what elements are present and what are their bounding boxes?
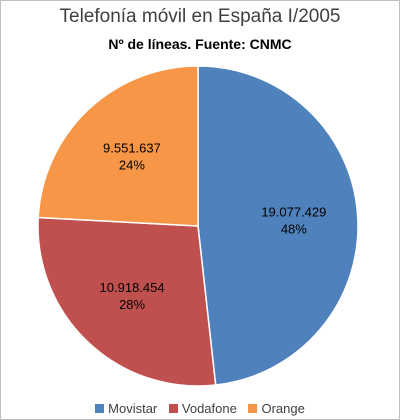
legend-label-vodafone: Vodafone [181, 401, 237, 416]
data-label-percent-vodafone: 28% [119, 297, 145, 312]
data-label-value-vodafone: 10.918.454 [100, 280, 165, 295]
legend-item-orange: Orange [248, 401, 305, 416]
data-label-value-movistar: 19.077.429 [261, 205, 326, 220]
legend: Movistar Vodafone Orange [1, 401, 399, 416]
legend-item-movistar: Movistar [95, 401, 157, 416]
chart-subtitle: Nº de líneas. Fuente: CNMC [108, 36, 292, 52]
legend-label-movistar: Movistar [108, 401, 158, 416]
pie-slice-orange [37, 65, 199, 227]
pie-slice-movistar [197, 65, 359, 386]
data-label-value-orange: 9.551.637 [103, 140, 161, 155]
legend-swatch-vodafone [168, 404, 178, 413]
legend-swatch-movistar [95, 404, 105, 413]
pie-slice-vodafone [37, 216, 217, 387]
chart-title: Telefonía móvil en España I/2005 [59, 6, 341, 27]
data-label-percent-movistar: 48% [281, 222, 307, 237]
data-label-percent-orange: 24% [119, 157, 145, 172]
legend-item-vodafone: Vodafone [168, 401, 237, 416]
legend-label-orange: Orange [261, 401, 305, 416]
legend-swatch-orange [248, 404, 258, 413]
